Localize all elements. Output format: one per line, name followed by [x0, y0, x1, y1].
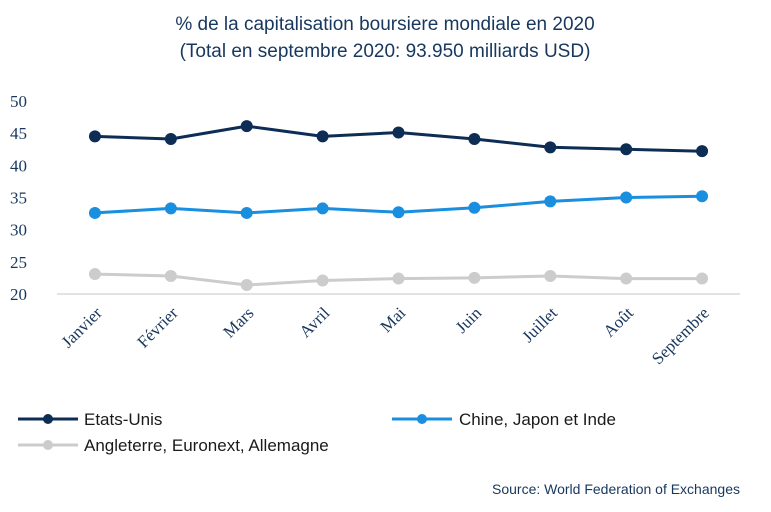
legend-marker-etats-unis	[43, 414, 53, 424]
source-note: Source: World Federation of Exchanges	[492, 481, 740, 497]
data-point-chine-japon-et-inde	[544, 195, 557, 208]
y-tick-label: 50	[10, 92, 27, 111]
y-tick-label: 45	[10, 124, 27, 143]
data-point-chine-japon-et-inde	[392, 206, 405, 219]
y-axis: 20 25 30 35 40 45 50	[10, 92, 27, 304]
data-point-chine-japon-et-inde	[88, 206, 101, 219]
plot-area	[88, 120, 709, 291]
series-chine-japon-et-inde	[88, 190, 709, 219]
data-point-etats-unis	[240, 120, 253, 133]
data-point-angleterre-euronext-allemagne	[164, 269, 177, 282]
y-tick-label: 20	[10, 285, 27, 304]
data-point-chine-japon-et-inde	[468, 201, 481, 214]
legend-label-etats-unis: Etats-Unis	[84, 410, 162, 429]
data-point-chine-japon-et-inde	[696, 190, 709, 203]
data-point-chine-japon-et-inde	[164, 202, 177, 215]
x-tick-label: Septembre	[648, 303, 713, 368]
x-tick-label: Août	[600, 303, 638, 341]
x-axis: Janvier Février Mars Avril Mai Juin Juillet Aoû…	[58, 303, 713, 368]
data-point-angleterre-euronext-allemagne	[316, 274, 329, 287]
data-point-angleterre-euronext-allemagne	[392, 272, 405, 285]
series-etats-unis	[88, 120, 709, 158]
x-tick-label: Avril	[296, 303, 334, 341]
chart-title: % de la capitalisation boursiere mondial…	[175, 14, 594, 35]
data-point-etats-unis	[696, 145, 709, 158]
y-tick-label: 25	[10, 253, 27, 272]
data-point-angleterre-euronext-allemagne	[468, 271, 481, 284]
legend-marker-angleterre-euronext-allemagne	[43, 440, 53, 450]
data-point-etats-unis	[468, 132, 481, 145]
legend-label-chine-japon-inde: Chine, Japon et Inde	[459, 410, 616, 429]
data-point-angleterre-euronext-allemagne	[620, 272, 633, 285]
data-point-etats-unis	[620, 143, 633, 156]
legend-item-etats-unis: Etats-Unis	[18, 410, 162, 429]
legend-item-angleterre-euronext-allemagne: Angleterre, Euronext, Allemagne	[18, 436, 329, 455]
x-tick-label: Juin	[452, 303, 486, 337]
data-point-etats-unis	[164, 132, 177, 145]
data-point-angleterre-euronext-allemagne	[88, 268, 101, 281]
data-point-etats-unis	[392, 126, 405, 139]
data-point-angleterre-euronext-allemagne	[696, 272, 709, 285]
x-tick-label: Juillet	[518, 303, 561, 346]
data-point-angleterre-euronext-allemagne	[544, 269, 557, 282]
data-point-etats-unis	[316, 130, 329, 143]
y-tick-label: 35	[10, 189, 27, 208]
data-point-chine-japon-et-inde	[240, 206, 253, 219]
legend-marker-chine-japon-inde	[417, 414, 427, 424]
x-tick-label: Mars	[219, 303, 257, 341]
x-tick-label: Mai	[377, 303, 410, 336]
legend: Etats-Unis Chine, Japon et Inde Angleter…	[18, 410, 616, 455]
series-angleterre-euronext-allemagne	[88, 268, 709, 291]
x-tick-label: Janvier	[58, 303, 106, 351]
chart-subtitle: (Total en septembre 2020: 93.950 milliar…	[180, 41, 591, 62]
data-point-angleterre-euronext-allemagne	[240, 278, 253, 291]
data-point-etats-unis	[544, 141, 557, 154]
legend-item-chine-japon-inde: Chine, Japon et Inde	[392, 410, 616, 429]
data-point-etats-unis	[88, 130, 101, 143]
y-tick-label: 40	[10, 156, 27, 175]
y-tick-label: 30	[10, 221, 27, 240]
legend-label-angleterre-euronext-allemagne: Angleterre, Euronext, Allemagne	[84, 436, 329, 455]
x-tick-label: Février	[134, 303, 182, 351]
data-point-chine-japon-et-inde	[620, 191, 633, 204]
data-point-chine-japon-et-inde	[316, 202, 329, 215]
